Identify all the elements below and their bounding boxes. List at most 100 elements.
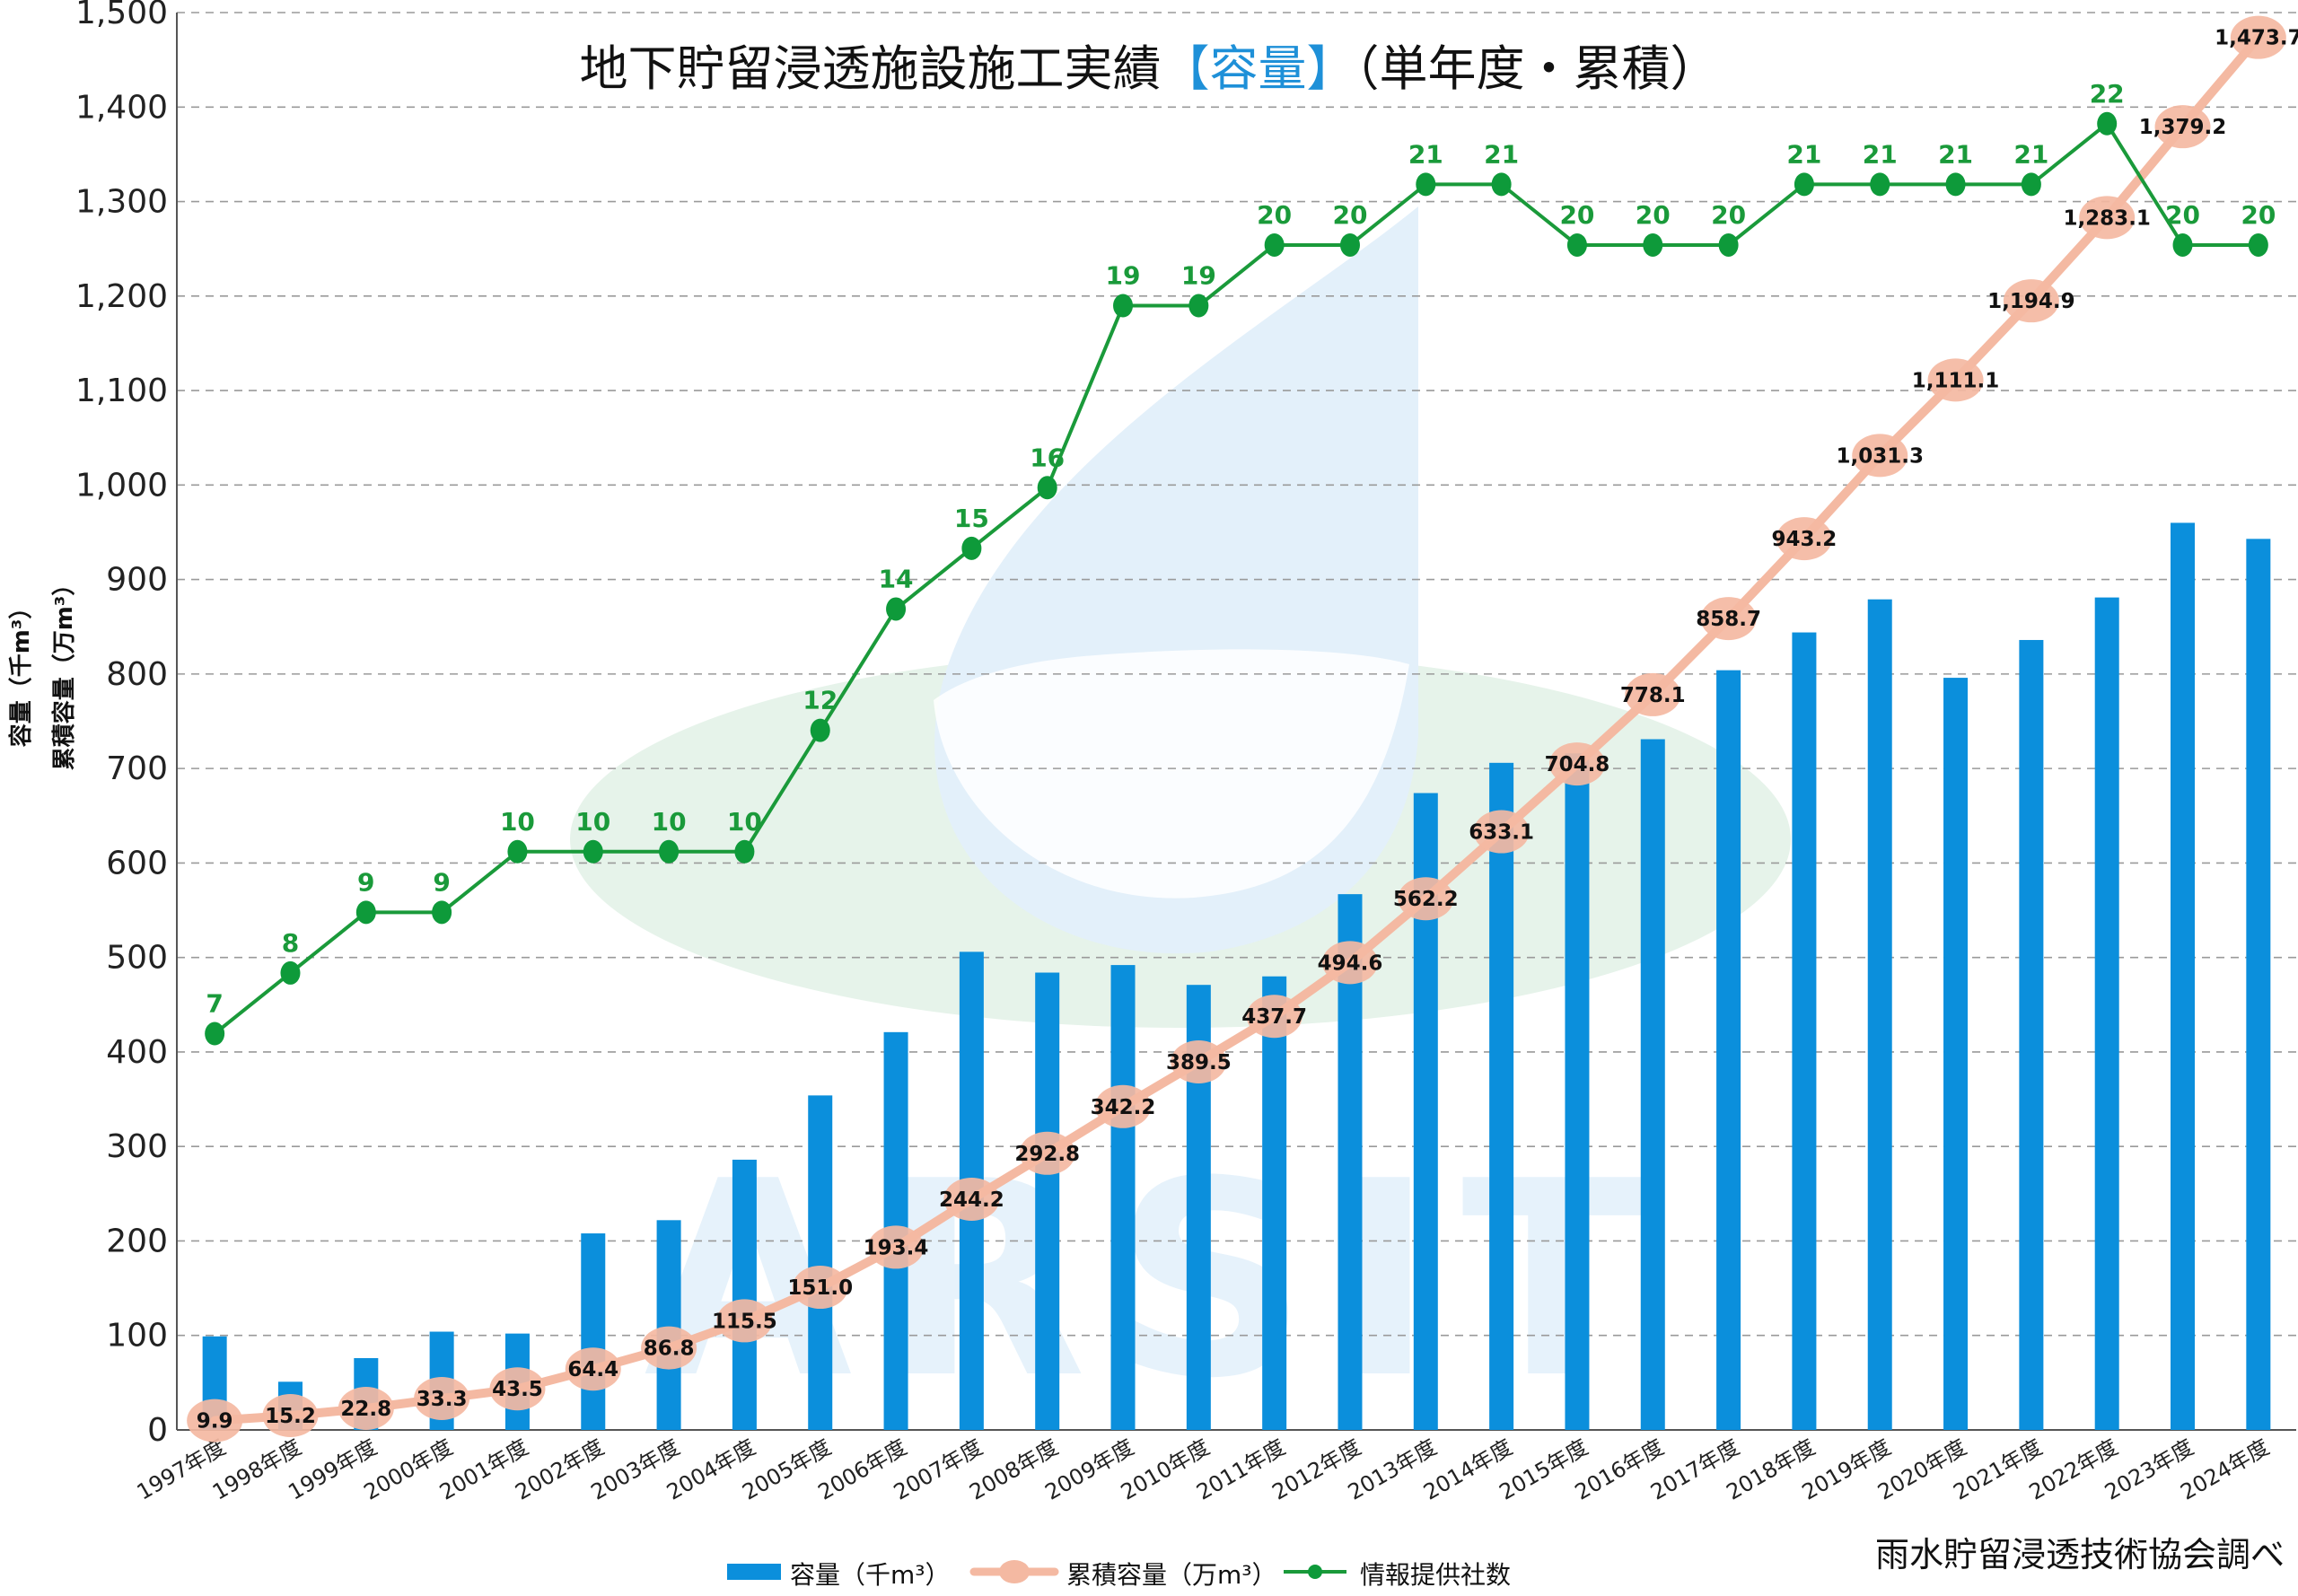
count-data-label: 22: [2090, 79, 2125, 109]
count-data-label: 21: [1786, 139, 1821, 169]
bar: [1867, 599, 1892, 1430]
cumulative-data-label: 43.5: [492, 1378, 543, 1401]
source-note: 雨水貯留浸透技術協会調べ: [1875, 1535, 2285, 1574]
cumulative-data-label: 9.9: [197, 1410, 233, 1434]
count-point: [1870, 172, 1890, 197]
y-tick-label: 1,100: [75, 373, 168, 409]
cumulative-data-label: 292.8: [1014, 1143, 1080, 1166]
count-data-label: 21: [2013, 139, 2048, 169]
count-line: [213, 121, 2259, 1036]
count-data-label: 9: [357, 867, 374, 897]
cumulative-data-label: 562.2: [1393, 888, 1459, 911]
y-tick-label: 500: [106, 940, 168, 977]
cumulative-point: [2230, 15, 2286, 59]
cumulative-point: [716, 1299, 773, 1343]
y-tick-label: 100: [106, 1318, 168, 1355]
cumulative-point: [2154, 105, 2211, 149]
count-data-label: 20: [1711, 200, 1746, 230]
legend-cumulative-marker: [999, 1560, 1030, 1583]
count-point: [432, 900, 452, 925]
cumulative-data-label: 342.2: [1091, 1096, 1156, 1119]
chart-title-main: 地下貯留浸透施設施工実績: [580, 40, 1162, 97]
count-data-label: 19: [1106, 261, 1141, 291]
cumulative-point: [565, 1347, 621, 1391]
cumulative-data-label: 15.2: [265, 1405, 316, 1428]
y-tick-label: 600: [106, 845, 168, 881]
cumulative-data-label: 64.4: [567, 1358, 618, 1381]
count-data-label: 7: [206, 989, 223, 1019]
cumulative-data-label: 193.4: [864, 1236, 929, 1259]
count-data-label: 16: [1030, 443, 1065, 472]
bar: [732, 1159, 757, 1430]
cumulative-data-label: 1,031.3: [1836, 444, 1924, 468]
cumulative-point: [1171, 1039, 1227, 1083]
count-data-label: 10: [500, 807, 535, 837]
count-line-layer: 7 8 9 9 10 10 10 10 12 14 15 16 19 19 20 20 21 21 20 20 20 21…: [205, 79, 2276, 1046]
y-tick-label: 1,500: [75, 0, 168, 31]
count-data-label: 15: [954, 504, 989, 533]
cumulative-point: [641, 1326, 697, 1370]
count-point: [810, 718, 830, 742]
count-data-label: 20: [1636, 200, 1671, 230]
cumulative-data-label: 389.5: [1166, 1051, 1232, 1074]
cumulative-line-layer: 9.9 15.2 22.8 33.3 43.564.486.8115.5151.0193…: [187, 15, 2298, 1443]
cumulative-point: [2003, 279, 2059, 323]
y-tick-label: 1,200: [75, 278, 168, 315]
y-tick-label: 200: [106, 1223, 168, 1259]
bar: [808, 1095, 833, 1430]
bar: [1035, 972, 1060, 1430]
chart-title-suffix: （単年度・累積）: [1355, 40, 1719, 97]
count-point: [1945, 172, 1966, 197]
y-axis-label-cumulative: 累積容量（万m³）: [50, 573, 78, 770]
count-point: [2248, 232, 2268, 257]
count-point: [507, 839, 528, 864]
bar-layer: [202, 522, 2271, 1430]
count-point: [1718, 232, 1739, 257]
bar: [2246, 539, 2271, 1430]
count-data-label: 21: [1938, 139, 1973, 169]
y-tick-label: 1,400: [75, 89, 168, 126]
bar: [581, 1233, 606, 1430]
cumulative-line: [210, 32, 2263, 1425]
bar: [1262, 976, 1287, 1430]
cumulative-point: [187, 1399, 243, 1443]
cumulative-point: [1927, 358, 1984, 402]
count-point: [1643, 232, 1663, 257]
count-point: [961, 536, 982, 560]
y-tick-label: 800: [106, 656, 168, 693]
cumulative-data-label: 858.7: [1696, 608, 1761, 631]
cumulative-point: [1019, 1131, 1075, 1175]
count-data-label: 8: [282, 928, 299, 958]
cumulative-point: [262, 1393, 319, 1437]
count-point: [2097, 111, 2118, 136]
cumulative-data-label: 437.7: [1241, 1005, 1307, 1029]
y-tick-label: 0: [147, 1412, 168, 1449]
count-point: [659, 839, 680, 864]
legend: 容量（千m³） 累積容量（万m³） 情報提供社数: [727, 1560, 1511, 1590]
cumulative-data-label: 943.2: [1772, 528, 1838, 551]
legend-bar-label: 容量（千m³）: [790, 1560, 951, 1590]
count-point: [1339, 232, 1360, 257]
cumulative-point: [1398, 877, 1454, 921]
count-data-label: 12: [803, 686, 838, 715]
count-data-label: 20: [2165, 200, 2200, 230]
count-data-label: 10: [652, 807, 687, 837]
y-tick-label: 1,300: [75, 184, 168, 221]
watermark-drop-inner: [934, 649, 1409, 899]
cumulative-point: [1246, 995, 1302, 1039]
cumulative-point: [792, 1266, 848, 1310]
cumulative-point: [1095, 1084, 1152, 1128]
count-point: [734, 839, 755, 864]
cumulative-data-label: 1,111.1: [1912, 369, 2000, 392]
count-data-label: 21: [1408, 139, 1443, 169]
cumulative-point: [1321, 941, 1378, 985]
count-point: [205, 1022, 225, 1046]
cumulative-data-label: 1,379.2: [2139, 116, 2227, 139]
cumulative-point: [943, 1177, 1000, 1221]
bar: [656, 1220, 681, 1430]
count-point: [1188, 294, 1209, 318]
count-data-label: 14: [879, 564, 914, 593]
cumulative-data-label: 244.2: [939, 1188, 1004, 1212]
cumulative-data-label: 778.1: [1620, 684, 1686, 707]
bar: [1716, 670, 1741, 1430]
